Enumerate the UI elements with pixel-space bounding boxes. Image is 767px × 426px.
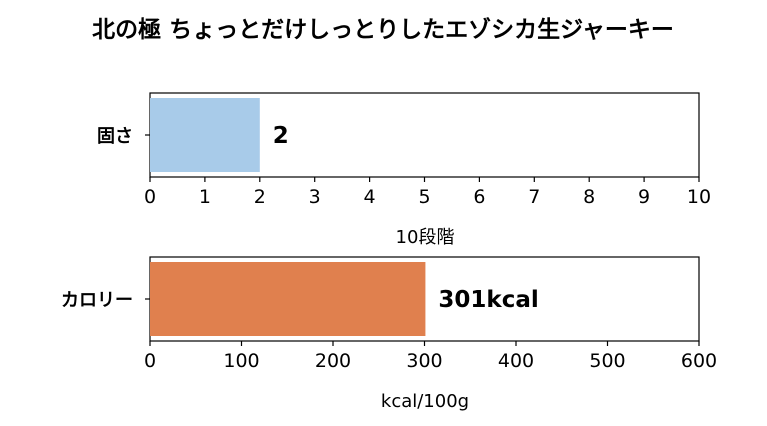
hardness-x-tick-label: 2 xyxy=(254,186,266,208)
hardness-category-label: 固さ xyxy=(97,126,133,147)
calorie-x-tick-label: 500 xyxy=(589,350,625,372)
calorie-x-tick-label: 300 xyxy=(406,350,442,372)
hardness-x-tick-label: 4 xyxy=(364,186,376,208)
calorie-x-tick-label: 400 xyxy=(498,350,534,372)
calorie-x-tick-label: 200 xyxy=(315,350,351,372)
hardness-marks: 2 0 1 2 3 4 5 6 7 8 9 10 xyxy=(144,98,711,208)
hardness-x-tick-label: 5 xyxy=(418,186,430,208)
hardness-x-tick-label: 3 xyxy=(309,186,321,208)
hardness-x-tick-label: 1 xyxy=(199,186,211,208)
hardness-axis-label: 10段階 xyxy=(396,227,455,248)
calorie-data-label: 301kcal xyxy=(438,287,538,313)
calorie-marks: 301kcal 0 100 200 300 400 500 600 xyxy=(144,262,717,372)
hardness-x-tick-label: 7 xyxy=(528,186,540,208)
chart-title: 北の極 ちょっとだけしっとりしたエゾシカ生ジャーキー xyxy=(92,16,674,43)
hardness-x-tick-label: 8 xyxy=(583,186,595,208)
calorie-axis-label: kcal/100g xyxy=(381,391,469,412)
hardness-x-tick-label: 9 xyxy=(638,186,650,208)
calorie-bar xyxy=(150,262,426,336)
hardness-x-tick-label: 6 xyxy=(473,186,485,208)
hardness-x-tick-label: 10 xyxy=(687,186,711,208)
hardness-x-tick-label: 0 xyxy=(144,186,156,208)
hardness-data-label: 2 xyxy=(273,123,289,149)
hardness-bar xyxy=(150,98,260,172)
calorie-category-label: カロリー xyxy=(61,290,133,311)
calorie-x-tick-label: 600 xyxy=(681,350,717,372)
calorie-x-tick-label: 0 xyxy=(144,350,156,372)
calorie-chart: カロリー kcal/100g 301kcal 0 100 200 300 400 500 60… xyxy=(61,256,717,412)
hardness-chart: 固さ 10段階 2 0 1 2 3 4 5 6 7 8 9 10 xyxy=(97,92,711,248)
calorie-x-tick-label: 100 xyxy=(223,350,259,372)
